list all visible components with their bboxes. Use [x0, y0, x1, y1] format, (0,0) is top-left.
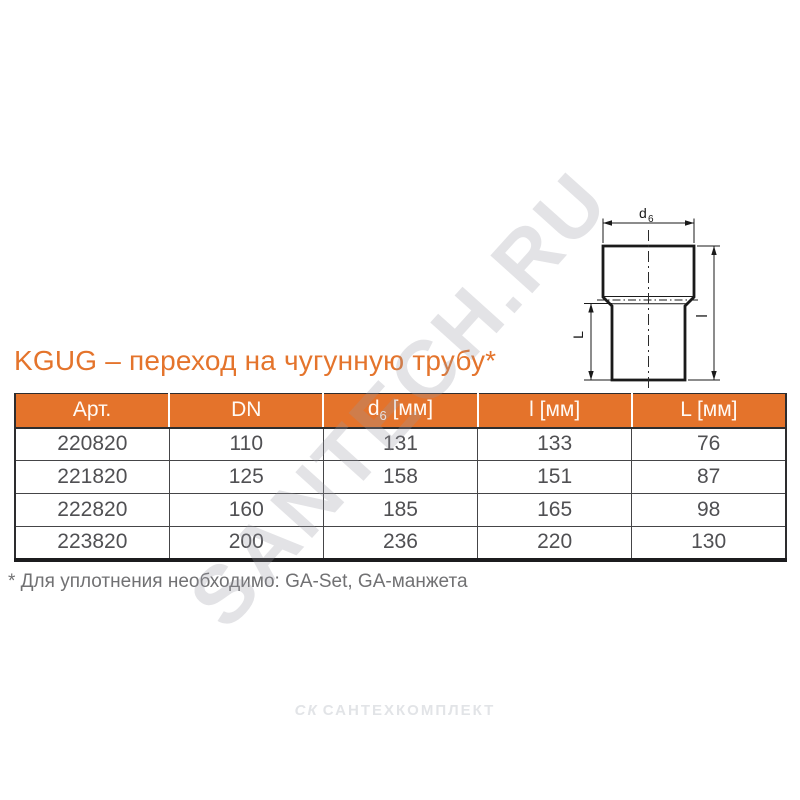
l-arrow-top [711, 246, 717, 255]
cell-L: 130 [631, 526, 787, 560]
page-title: KGUG – переход на чугунную трубу* [14, 345, 497, 376]
cell-dn: 110 [168, 427, 324, 461]
cell-art: 220820 [14, 427, 170, 461]
cell-dn: 200 [168, 526, 324, 560]
table-row: 221820 125 158 151 87 [14, 460, 787, 494]
L-arrow-top [588, 303, 594, 313]
fitting-diagram: d 6 L l [570, 205, 720, 392]
cell-d6: 185 [322, 493, 479, 527]
table-row: 220820 110 131 133 76 [14, 427, 787, 461]
cell-art: 223820 [14, 526, 170, 560]
cell-d6: 158 [322, 460, 479, 494]
col-header-l: l [мм] [476, 393, 632, 429]
cell-d6: 131 [322, 427, 479, 461]
footnote: * Для уплотнения необходимо: GA-Set, GA-… [8, 571, 468, 592]
bottom-watermark: СК САНТЕХКОМПЛЕКТ [280, 702, 510, 719]
cell-L: 76 [631, 427, 787, 461]
l-dimension-label: l [694, 314, 711, 317]
d6-arrow-right [685, 220, 694, 226]
l-arrow-bottom [711, 371, 717, 380]
cell-dn: 160 [168, 493, 324, 527]
L-dimension-label: L [570, 331, 586, 339]
col-header-d6-sub: 6 [379, 408, 387, 424]
cell-l: 220 [477, 526, 633, 560]
d6-arrow-left [603, 220, 612, 226]
table-row: 222820 160 185 165 98 [14, 493, 787, 527]
cell-art: 222820 [14, 493, 170, 527]
fitting-body-outline [601, 244, 696, 382]
cell-l: 165 [477, 493, 633, 527]
bottom-watermark-text: САНТЕХКОМПЛЕКТ [322, 702, 496, 719]
spec-table-container: Арт. DN d6 [мм] l [мм] L [мм] 220820 110… [14, 393, 787, 562]
cell-L: 87 [631, 460, 787, 494]
spec-table: Арт. DN d6 [мм] l [мм] L [мм] 220820 110… [14, 393, 787, 562]
cell-dn: 125 [168, 460, 324, 494]
bottom-watermark-logo: СК [294, 702, 319, 719]
col-header-dn: DN [168, 393, 324, 429]
cell-d6: 236 [322, 526, 479, 560]
col-header-art: Арт. [15, 393, 170, 429]
d6-dimension-label-sub: 6 [648, 214, 654, 225]
col-header-d6: d6 [мм] [322, 393, 478, 429]
cell-l: 151 [477, 460, 633, 494]
d6-dimension-label: d [639, 205, 647, 221]
cell-art: 221820 [14, 460, 170, 494]
table-row: 223820 200 236 220 130 [14, 526, 787, 560]
cell-l: 133 [477, 427, 633, 461]
L-arrow-bottom [588, 371, 594, 380]
table-header-row: Арт. DN d6 [мм] l [мм] L [мм] [15, 393, 786, 429]
cell-L: 98 [631, 493, 787, 527]
col-header-L: L [мм] [630, 393, 786, 429]
